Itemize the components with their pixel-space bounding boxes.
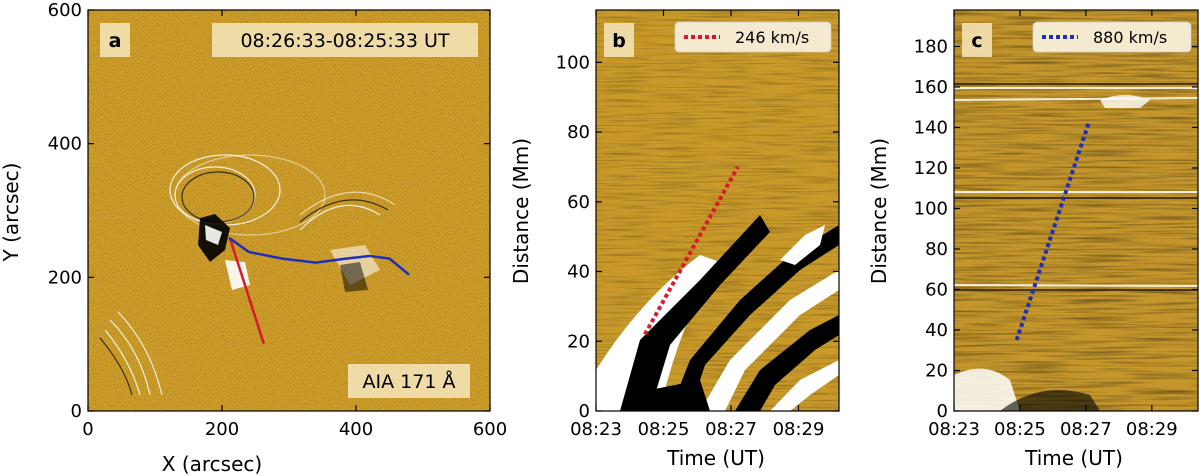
y-tick-label: 80 [567,122,590,143]
panel-a-time-box [212,23,478,57]
speed-fit-line [643,165,740,336]
x-tick-label: 08:29 [1126,419,1178,440]
panel-c-legend-label: 880 km/s [1093,28,1167,47]
panel-b-frame [595,9,840,412]
x-tick-label: 08:25 [994,419,1046,440]
x-tick-label: 08:23 [570,419,622,440]
y-tick-label: 200 [48,267,82,288]
y-tick-label: 80 [925,239,948,260]
panel-a-ylabel: Y (arcsec) [0,163,23,263]
panel-a-letter: a [109,30,122,52]
panel-b-legend-label: 246 km/s [735,28,809,47]
x-tick-label: 08:29 [773,419,825,440]
blue-slit-path [228,237,410,276]
panel-b-letter-box [604,23,634,57]
panel-c-texture [954,10,1198,411]
panel-a-xlabel: X (arcsec) [162,452,262,476]
panel-b-texture [596,10,839,411]
y-tick-label: 40 [567,262,590,283]
panel-c: 08:23 08:25 08:27 08:29 0 20 40 60 80 100 120 140 16… [867,9,1199,470]
y-tick-label: 140 [914,117,948,138]
panel-b-letter: b [612,30,626,52]
y-tick-label: 100 [914,198,948,219]
y-tick-label: 0 [937,401,948,422]
panel-b-fit [643,165,740,336]
panel-c-legend: 880 km/s [1032,21,1192,53]
panel-c-fit [1014,120,1092,341]
red-slit-path [228,237,265,345]
panel-a-paths [228,237,410,345]
y-tick-label: 100 [556,52,590,73]
y-tick-label: 160 [914,77,948,98]
panel-b-ticks: 08:23 08:25 08:27 08:29 0 20 40 60 80 100 [556,10,839,440]
y-tick-label: 0 [71,401,82,422]
y-tick-label: 20 [925,360,948,381]
x-tick-label: 08:23 [928,419,980,440]
y-tick-label: 60 [925,279,948,300]
x-tick-label: 08:25 [638,419,690,440]
panel-a-channel-label: AIA 171 Å [363,370,456,393]
speed-fit-line [1014,120,1092,341]
x-tick-label: 400 [339,419,373,440]
panel-a: 0 200 400 600 0 200 400 600 a 08:26:33-08:25:33… [0,0,507,476]
x-tick-label: 08:27 [1060,419,1112,440]
panel-c-ticks: 08:23 08:25 08:27 08:29 0 20 40 60 80 100 120 140 16… [914,10,1198,440]
panel-c-legend-box [1032,21,1192,53]
panel-c-letter: c [971,30,982,52]
y-tick-label: 120 [914,158,948,179]
x-tick-label: 08:27 [705,419,757,440]
panel-c-letter-box [962,23,992,57]
panel-a-frame [87,9,491,412]
panel-a-time-label: 08:26:33-08:25:33 UT [240,30,449,52]
y-tick-label: 600 [48,0,82,21]
y-tick-label: 60 [567,192,590,213]
y-tick-label: 20 [567,331,590,352]
panel-c-frame [953,9,1199,412]
panel-a-ticks: 0 200 400 600 0 200 400 600 [48,0,508,440]
panel-b-xlabel: Time (UT) [666,446,765,470]
y-tick-label: 40 [925,320,948,341]
panel-c-ylabel: Distance (Mm) [867,138,891,284]
y-tick-label: 0 [579,401,590,422]
panel-a-channel-box [348,364,470,398]
panel-b-ylabel: Distance (Mm) [509,138,533,284]
y-tick-label: 180 [914,36,948,57]
x-tick-label: 600 [473,419,507,440]
panel-a-letter-box [100,23,130,57]
x-tick-label: 200 [205,419,239,440]
panel-b-legend: 246 km/s [674,21,832,53]
x-tick-label: 0 [82,419,93,440]
panel-b-legend-box [674,21,832,53]
y-tick-label: 400 [48,134,82,155]
panel-c-xlabel: Time (UT) [1024,446,1123,470]
panel-b: 08:23 08:25 08:27 08:29 0 20 40 60 80 100 b 246 k… [509,9,840,470]
panel-a-texture [88,10,490,411]
